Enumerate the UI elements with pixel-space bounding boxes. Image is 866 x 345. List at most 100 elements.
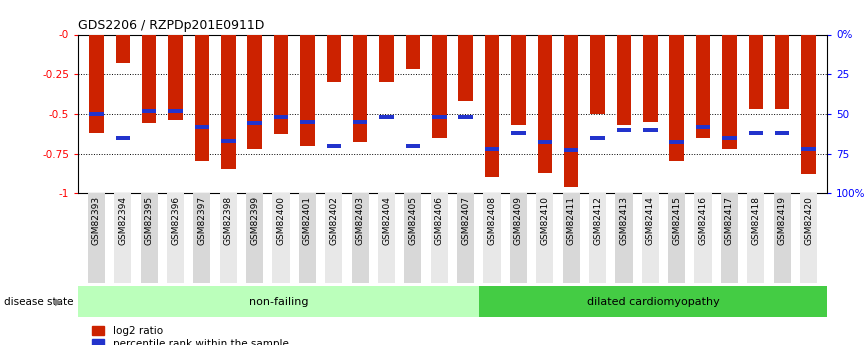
Bar <box>248 34 262 149</box>
Bar <box>591 136 604 140</box>
Text: ▶: ▶ <box>55 297 62 307</box>
Text: GSM82411: GSM82411 <box>566 196 576 245</box>
Bar <box>405 144 420 148</box>
Bar <box>193 193 210 283</box>
Text: GSM82405: GSM82405 <box>409 196 417 245</box>
Bar <box>274 115 288 119</box>
Bar <box>221 34 236 169</box>
Bar <box>485 34 500 177</box>
Bar <box>643 34 657 122</box>
Bar <box>589 193 606 283</box>
Bar <box>538 34 552 172</box>
Text: disease state: disease state <box>4 297 74 307</box>
Bar <box>510 193 527 283</box>
Text: GSM82393: GSM82393 <box>92 196 101 245</box>
Text: GSM82395: GSM82395 <box>145 196 153 245</box>
Bar <box>299 193 316 283</box>
Text: GSM82400: GSM82400 <box>276 196 286 245</box>
Bar <box>591 34 604 114</box>
Bar <box>722 136 737 140</box>
Bar <box>89 34 104 133</box>
Bar <box>248 121 262 125</box>
Text: GSM82396: GSM82396 <box>171 196 180 245</box>
Text: GSM82412: GSM82412 <box>593 196 602 245</box>
Bar <box>775 131 790 135</box>
Bar <box>301 120 314 124</box>
Text: GSM82410: GSM82410 <box>540 196 549 245</box>
Bar <box>669 140 684 145</box>
Bar <box>352 193 369 283</box>
Bar <box>485 147 500 151</box>
Text: GSM82394: GSM82394 <box>119 196 127 245</box>
Bar <box>89 112 104 116</box>
Bar <box>301 34 314 146</box>
Bar <box>748 34 763 109</box>
Bar <box>326 193 342 283</box>
Bar <box>695 193 712 283</box>
Bar <box>378 193 395 283</box>
Bar <box>642 193 659 283</box>
Text: GSM82415: GSM82415 <box>672 196 682 245</box>
Bar <box>721 193 738 283</box>
Bar <box>221 139 236 143</box>
Text: GSM82413: GSM82413 <box>619 196 629 245</box>
Bar <box>115 34 130 63</box>
Bar <box>616 193 632 283</box>
Bar <box>747 193 765 283</box>
Text: dilated cardiomyopathy: dilated cardiomyopathy <box>586 297 720 307</box>
Text: GSM82402: GSM82402 <box>329 196 339 245</box>
Text: GSM82407: GSM82407 <box>462 196 470 245</box>
Bar <box>114 193 132 283</box>
Bar <box>748 131 763 135</box>
Text: GSM82417: GSM82417 <box>725 196 734 245</box>
Bar <box>379 115 394 119</box>
Text: GSM82399: GSM82399 <box>250 196 259 245</box>
Bar <box>432 115 447 119</box>
Bar <box>326 144 341 148</box>
Bar <box>511 131 526 135</box>
Bar <box>195 34 210 161</box>
Bar <box>168 109 183 113</box>
Text: GSM82406: GSM82406 <box>435 196 443 245</box>
Bar <box>538 140 552 145</box>
Bar <box>617 34 631 125</box>
Text: GSM82414: GSM82414 <box>646 196 655 245</box>
Bar <box>220 193 237 283</box>
Bar <box>483 193 501 283</box>
Bar <box>669 34 684 161</box>
Bar <box>511 34 526 125</box>
Text: GSM82419: GSM82419 <box>778 196 786 245</box>
Text: GSM82397: GSM82397 <box>197 196 206 245</box>
Text: GSM82409: GSM82409 <box>514 196 523 245</box>
Bar <box>564 148 578 152</box>
Text: GSM82398: GSM82398 <box>223 196 233 245</box>
Bar <box>722 34 737 149</box>
Bar <box>564 34 578 187</box>
Bar <box>195 125 210 129</box>
Text: non-failing: non-failing <box>249 297 308 307</box>
Bar <box>115 136 130 140</box>
Text: GSM82403: GSM82403 <box>356 196 365 245</box>
Text: GSM82401: GSM82401 <box>303 196 312 245</box>
Bar <box>643 128 657 132</box>
Bar <box>404 193 422 283</box>
Bar <box>801 34 816 174</box>
Bar <box>274 34 288 135</box>
Bar <box>695 125 710 129</box>
Bar <box>142 109 157 113</box>
Bar <box>273 193 289 283</box>
Bar <box>326 34 341 82</box>
Text: GSM82416: GSM82416 <box>699 196 708 245</box>
Bar <box>405 34 420 69</box>
Bar <box>563 193 579 283</box>
Text: GSM82404: GSM82404 <box>382 196 391 245</box>
Bar <box>800 193 818 283</box>
Legend: log2 ratio, percentile rank within the sample: log2 ratio, percentile rank within the s… <box>92 326 288 345</box>
Bar <box>773 193 791 283</box>
Text: GSM82420: GSM82420 <box>804 196 813 245</box>
Bar <box>379 34 394 82</box>
Bar <box>801 147 816 151</box>
Bar <box>457 193 475 283</box>
Bar <box>458 115 473 119</box>
Bar <box>246 193 263 283</box>
